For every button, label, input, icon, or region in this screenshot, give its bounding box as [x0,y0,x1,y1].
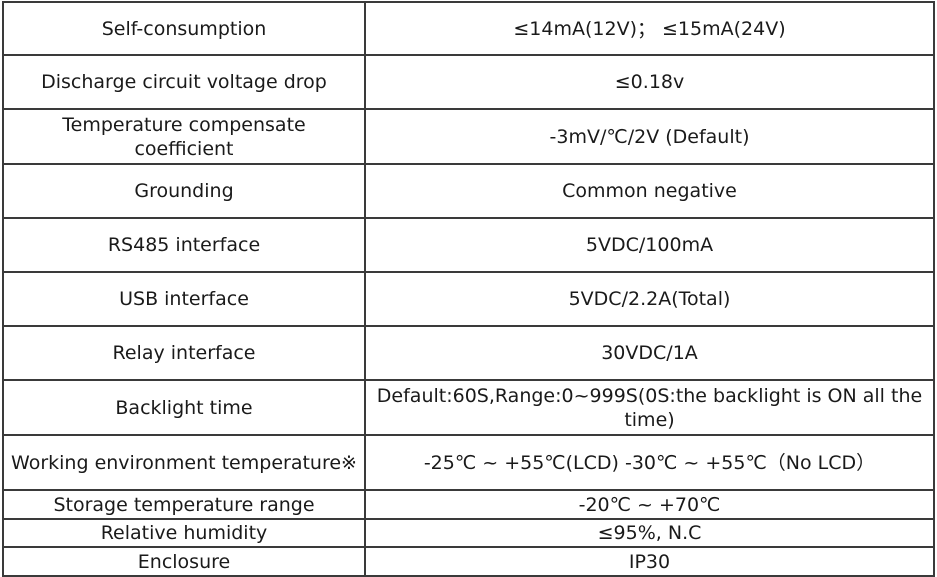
param-value-cell: 5VDC/100mA [364,217,935,273]
table-row: Discharge circuit voltage drop ≤0.18v [2,54,935,110]
param-value-cell: ≤0.18v [364,54,935,110]
param-value-cell: Default:60S,Range:0~999S(0S:the backligh… [364,379,935,436]
param-value-cell: IP30 [364,546,935,577]
param-name-cell: Storage temperature range [2,489,366,520]
table-row: Self-consumption ≤14mA(12V)； ≤15mA(24V) [2,1,935,56]
param-name-cell: Backlight time [2,379,366,436]
table-row: Grounding Common negative [2,163,935,219]
table-row: Relay interface 30VDC/1A [2,325,935,381]
table-row: RS485 interface 5VDC/100mA [2,217,935,273]
param-value-cell: 30VDC/1A [364,325,935,381]
table-row: Storage temperature range -20℃ ~ +70℃ [2,489,935,520]
table-row: Working environment temperature※ -25℃ ~ +… [2,434,935,491]
table-row: Temperature compensate coefficient -3mV/℃… [2,108,935,165]
param-name-cell: Working environment temperature※ [2,434,366,491]
param-value-cell: 5VDC/2.2A(Total) [364,271,935,327]
param-name-cell: RS485 interface [2,217,366,273]
table-row: USB interface 5VDC/2.2A(Total) [2,271,935,327]
param-value-cell: -3mV/℃/2V (Default) [364,108,935,165]
param-name-cell: Grounding [2,163,366,219]
param-name-cell: Discharge circuit voltage drop [2,54,366,110]
param-value-cell: Common negative [364,163,935,219]
param-name-cell: Relative humidity [2,518,366,548]
param-value-cell: ≤95%, N.C [364,518,935,548]
table-row: Enclosure IP30 [2,546,935,577]
param-name-cell: USB interface [2,271,366,327]
param-name-cell: Temperature compensate coefficient [2,108,366,165]
param-value-cell: -25℃ ~ +55℃(LCD) -30℃ ~ +55℃（No LCD） [364,434,935,491]
table-row: Backlight time Default:60S,Range:0~999S(0… [2,379,935,436]
param-name-cell: Self-consumption [2,1,366,56]
param-value-cell: -20℃ ~ +70℃ [364,489,935,520]
table-row: Relative humidity ≤95%, N.C [2,518,935,548]
param-name-cell: Relay interface [2,325,366,381]
param-value-cell: ≤14mA(12V)； ≤15mA(24V) [364,1,935,56]
param-name-cell: Enclosure [2,546,366,577]
